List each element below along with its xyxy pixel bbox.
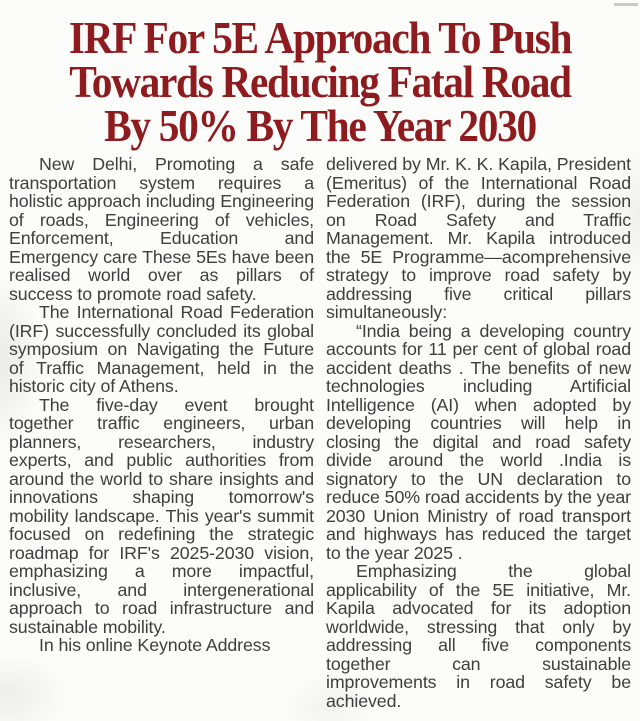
article-body: New Delhi, Promoting a safe transportati…	[0, 148, 640, 710]
article-paragraph: “India being a developing country accoun…	[326, 320, 631, 563]
scan-artifact-line	[614, 3, 638, 6]
article-paragraph: New Delhi, Promoting a safe transportati…	[9, 154, 314, 304]
headline-line-2: Towards Reducing Fatal Road	[69, 56, 572, 107]
article-paragraph: delivered by Mr. K. K. Kapila, President…	[326, 154, 631, 322]
article-column-right: delivered by Mr. K. K. Kapila, President…	[326, 155, 631, 710]
article-column-left: New Delhi, Promoting a safe transportati…	[9, 155, 314, 710]
article-paragraph: The International Road Federation (IRF) …	[9, 302, 314, 396]
article-paragraph: In his online Keynote Address	[39, 635, 271, 655]
article-paragraph: The five-day event brought together traf…	[9, 394, 314, 637]
headline-line-3: By 50% By The Year 2030	[104, 100, 537, 151]
headline-line-1: IRF For 5E Approach To Push	[68, 12, 573, 63]
article-headline: IRF For 5E Approach To Push Towards Redu…	[0, 0, 640, 151]
article-paragraph: Emphasizing the global applicability of …	[326, 561, 631, 711]
